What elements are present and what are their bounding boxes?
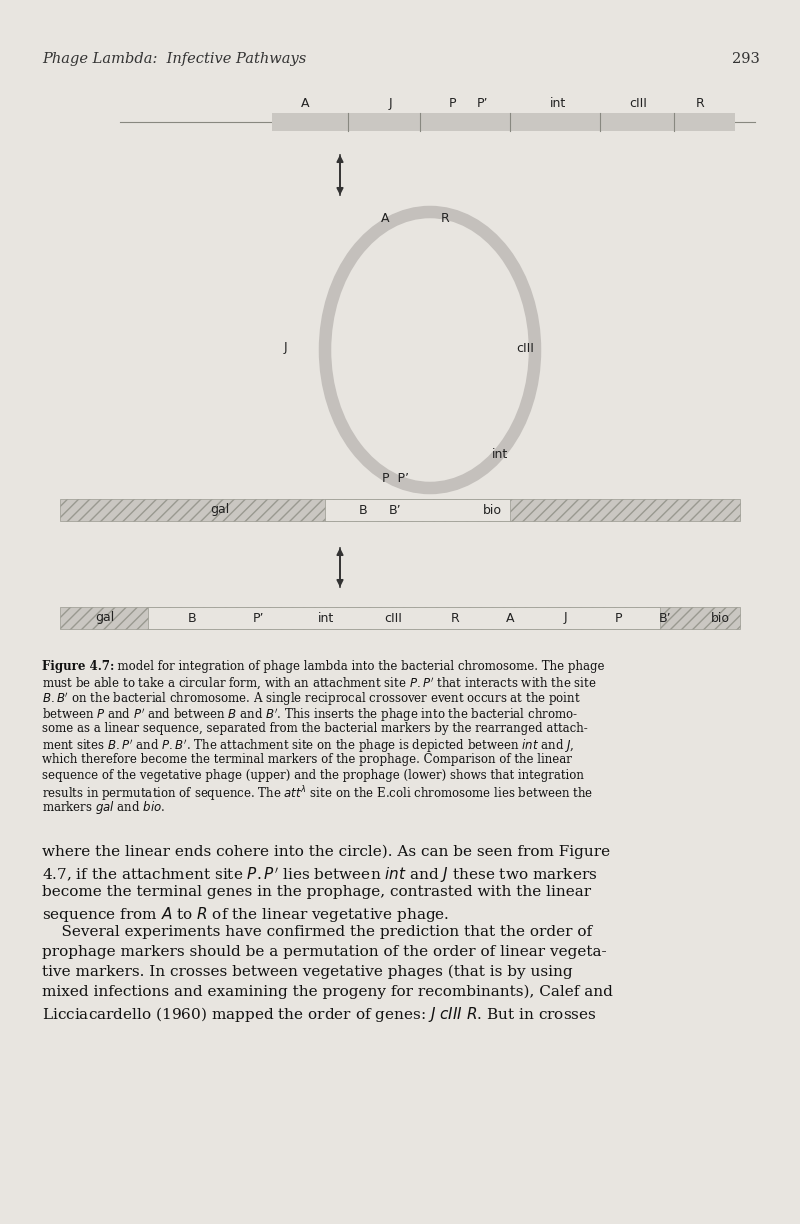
Text: between $P$ and $P'$ and between $B$ and $B'$. This inserts the phage into the b: between $P$ and $P'$ and between $B$ and… xyxy=(42,706,578,725)
Text: gal: gal xyxy=(210,503,230,517)
Text: mixed infections and examining the progeny for recombinants), Calef and: mixed infections and examining the proge… xyxy=(42,985,613,999)
Text: B: B xyxy=(188,612,196,624)
Text: $B.B'$ on the bacterial chromosome. A single reciprocal crossover event occurs a: $B.B'$ on the bacterial chromosome. A si… xyxy=(42,692,581,709)
Text: R: R xyxy=(450,612,459,624)
Text: P’: P’ xyxy=(476,97,488,110)
Text: 293: 293 xyxy=(732,51,760,66)
Text: bio: bio xyxy=(482,503,502,517)
Text: cIII: cIII xyxy=(516,341,534,355)
Text: cIII: cIII xyxy=(629,97,647,110)
Text: A: A xyxy=(301,97,310,110)
Text: A: A xyxy=(381,212,390,224)
Text: P  P’: P P’ xyxy=(382,471,409,485)
Text: J: J xyxy=(388,97,392,110)
Text: 4.7, if the attachment site $P.P'$ lies between $int$ and $J$ these two markers: 4.7, if the attachment site $P.P'$ lies … xyxy=(42,865,598,885)
Text: R: R xyxy=(441,212,450,224)
Text: bio: bio xyxy=(710,612,730,624)
Text: model for integration of phage lambda into the bacterial chromosome. The phage: model for integration of phage lambda in… xyxy=(110,660,605,673)
Text: Several experiments have confirmed the prediction that the order of: Several experiments have confirmed the p… xyxy=(42,925,592,939)
Text: sequence of the vegetative phage (upper) and the prophage (lower) shows that int: sequence of the vegetative phage (upper)… xyxy=(42,769,584,781)
Text: B: B xyxy=(358,503,367,517)
Text: sequence from $A$ to $R$ of the linear vegetative phage.: sequence from $A$ to $R$ of the linear v… xyxy=(42,905,450,924)
Text: P: P xyxy=(614,612,622,624)
Text: P: P xyxy=(448,97,456,110)
Bar xyxy=(325,499,510,521)
Text: become the terminal genes in the prophage, contrasted with the linear: become the terminal genes in the prophag… xyxy=(42,885,591,898)
Text: some as a linear sequence, separated from the bacterial markers by the rearrange: some as a linear sequence, separated fro… xyxy=(42,722,588,734)
Bar xyxy=(60,499,740,521)
Text: B’: B’ xyxy=(658,612,671,624)
Text: ment sites $B.P'$ and $P.B'$. The attachment site on the phage is depicted betwe: ment sites $B.P'$ and $P.B'$. The attach… xyxy=(42,738,574,755)
Text: P’: P’ xyxy=(252,612,264,624)
Bar xyxy=(148,607,660,629)
Text: R: R xyxy=(696,97,704,110)
Text: J: J xyxy=(283,341,287,355)
Text: int: int xyxy=(492,448,508,461)
Text: Phage Lambda:  Infective Pathways: Phage Lambda: Infective Pathways xyxy=(42,51,306,66)
Text: A: A xyxy=(506,612,514,624)
Text: where the linear ends cohere into the circle). As can be seen from Figure: where the linear ends cohere into the ci… xyxy=(42,845,610,859)
Text: tive markers. In crosses between vegetative phages (that is by using: tive markers. In crosses between vegetat… xyxy=(42,965,573,979)
Text: results in permutation of sequence. The $att^\lambda$ site on the E.coli chromos: results in permutation of sequence. The … xyxy=(42,785,593,804)
Bar xyxy=(60,607,740,629)
Text: J: J xyxy=(563,612,567,624)
Text: int: int xyxy=(318,612,334,624)
Text: Figure 4.7:: Figure 4.7: xyxy=(42,660,114,673)
Text: must be able to take a circular form, with an attachment site $P.P'$ that intera: must be able to take a circular form, wi… xyxy=(42,676,597,692)
Text: cIII: cIII xyxy=(384,612,402,624)
Text: int: int xyxy=(550,97,566,110)
Text: markers $gal$ and $bio$.: markers $gal$ and $bio$. xyxy=(42,799,166,816)
Text: Licciacardello (1960) mapped the order of genes: $J$ $cIII$ $R$. But in crosses: Licciacardello (1960) mapped the order o… xyxy=(42,1005,597,1024)
Text: B’: B’ xyxy=(389,503,402,517)
Text: gal: gal xyxy=(95,612,114,624)
Text: which therefore become the terminal markers of the prophage. Comparison of the l: which therefore become the terminal mark… xyxy=(42,753,572,766)
Bar xyxy=(272,113,735,131)
Text: prophage markers should be a permutation of the order of linear vegeta-: prophage markers should be a permutation… xyxy=(42,945,606,958)
